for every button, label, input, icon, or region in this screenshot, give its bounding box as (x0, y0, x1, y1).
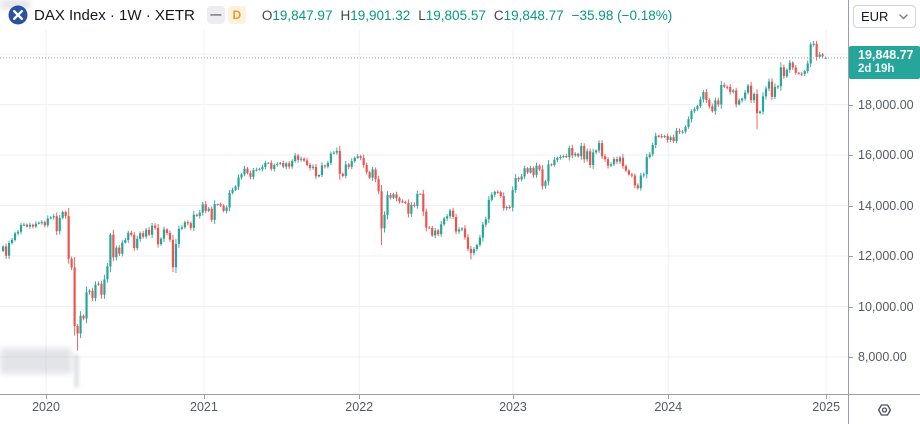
candles (2, 40, 827, 351)
year-tick (46, 395, 47, 399)
price-axis-tick (849, 104, 853, 106)
change-value: −35.98 (−0.18%) (571, 7, 673, 23)
toolbar-collapse-button[interactable]: — (206, 6, 225, 24)
bar-countdown: 2d 19h (858, 63, 895, 76)
chevron-down-icon (899, 13, 908, 19)
close-label: C (493, 7, 504, 23)
close-value: 19,848.77 (503, 7, 564, 23)
low-value: 19,805.57 (425, 7, 486, 23)
price-axis-tick (849, 357, 853, 358)
chart-header: DAX Index · 1W · XETR — D O19,847.97 H19… (0, 0, 680, 30)
dax-symbol-logo-icon (8, 5, 28, 25)
price-axis-label: 16,000.00 (858, 148, 914, 162)
year-tick (512, 395, 514, 399)
current-price-value: 19,848.77 (858, 48, 914, 63)
currency-selector[interactable]: EUR (853, 5, 916, 28)
gridlines (0, 30, 848, 394)
year-label: 2020 (32, 400, 60, 414)
price-axis-tick (849, 205, 853, 207)
watermark-blur-bottomleft (0, 348, 72, 374)
price-axis-label: 18,000.00 (858, 97, 914, 112)
open-label: O (261, 7, 273, 23)
minus-icon: — (210, 9, 222, 21)
ohlc-legend: O19,847.97 H19,901.32 L19,805.57 C19,848… (262, 8, 680, 23)
price-axis-tick (849, 256, 853, 257)
year-tick (203, 395, 205, 399)
year-tick (668, 395, 670, 399)
year-label: 2021 (190, 400, 218, 414)
year-label: 2025 (812, 400, 841, 414)
price-axis-tick (849, 155, 853, 156)
chart-settings-button[interactable] (849, 395, 920, 424)
price-axis-tick (849, 306, 853, 308)
candlestick-chart[interactable] (0, 0, 848, 394)
year-label: 2022 (345, 400, 374, 414)
time-axis-separator (0, 394, 920, 395)
price-axis-label: 10,000.00 (858, 299, 914, 314)
year-label: 2023 (499, 400, 527, 414)
price-axis-label: 8,000.00 (858, 350, 907, 364)
price-axis-separator (848, 0, 849, 424)
current-price-label: 19,848.77 2d 19h (849, 46, 920, 80)
symbol-title[interactable]: DAX Index · 1W · XETR (34, 6, 195, 24)
price-axis-label: 12,000.00 (858, 249, 914, 263)
interval-badge[interactable]: D (227, 6, 246, 24)
high-label: H (340, 7, 351, 23)
open-value: 19,847.97 (272, 7, 333, 23)
hexagon-settings-icon (877, 403, 892, 416)
year-tick (359, 395, 361, 399)
watermark-blur-topleft (0, 0, 30, 9)
high-value: 19,901.32 (350, 7, 411, 23)
price-axis-label: 14,000.00 (858, 198, 914, 213)
year-tick (826, 395, 828, 399)
time-axis[interactable]: 2020 2021 2022 2023 2024 2025 (0, 395, 848, 424)
currency-value: EUR (861, 9, 889, 24)
watermark-blur-streak (74, 354, 79, 388)
year-label: 2024 (654, 400, 683, 414)
low-label: L (418, 7, 426, 23)
